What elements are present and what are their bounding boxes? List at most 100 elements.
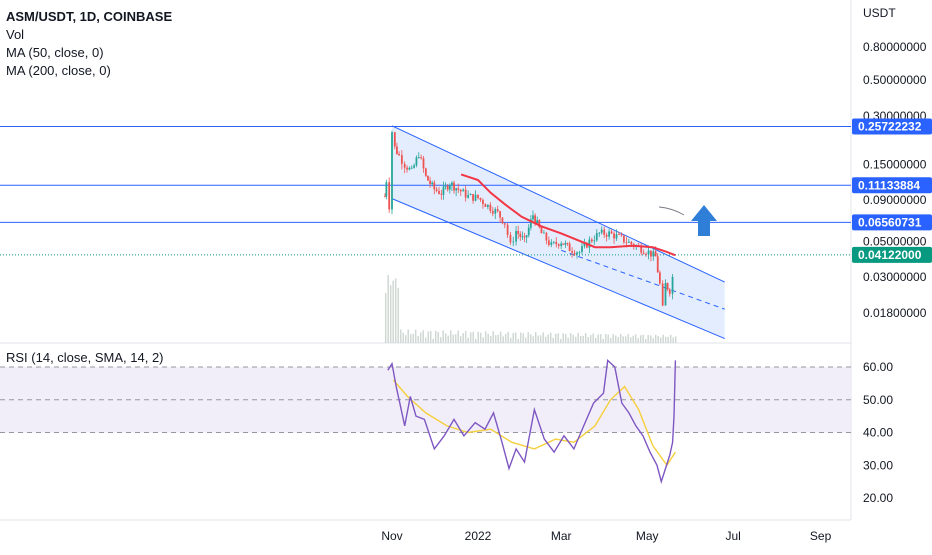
volume-bar (619, 333, 622, 343)
volume-bar (609, 337, 612, 343)
volume-bar (604, 334, 607, 343)
volume-bar (467, 337, 469, 343)
volume-bar (572, 334, 574, 343)
volume-bar (594, 338, 597, 343)
candle-body (555, 241, 558, 245)
volume-bar (442, 330, 444, 343)
volume-bar (394, 278, 397, 343)
volume-bar (472, 331, 474, 343)
candle-body (499, 211, 501, 218)
volume-bar (494, 335, 497, 343)
candle-body (406, 167, 408, 170)
volume-bar (622, 336, 624, 343)
price-badge-1: 0.25722232 (852, 118, 932, 135)
volume-bar (669, 334, 672, 343)
price-badge-2: 0.11133884 (852, 177, 932, 194)
candle-body (666, 283, 669, 290)
rsi-line (387, 358, 677, 485)
candle-body (615, 234, 618, 239)
time-tick-label: Sep (810, 529, 832, 543)
candle-body (557, 244, 560, 247)
volume-bar (564, 334, 567, 343)
volume-bar (667, 336, 669, 343)
volume-bar (499, 331, 502, 343)
candle-body (506, 224, 509, 235)
volume-bar (602, 338, 604, 343)
candle-body (474, 194, 477, 201)
candle-body (576, 252, 578, 255)
volume-bar (629, 337, 632, 343)
candle-body (472, 194, 474, 201)
candle-body (647, 250, 650, 255)
volume-bar (419, 332, 422, 343)
volume-bar (542, 332, 544, 343)
volume-bar (657, 336, 659, 343)
legend-ma200: MA (200, close, 0) (6, 63, 111, 78)
volume-bar (569, 333, 572, 343)
volume-bar (404, 335, 407, 343)
candle-body (630, 241, 633, 245)
candle-body (640, 245, 643, 253)
volume-bar (482, 337, 484, 343)
candle-body (568, 243, 571, 252)
candle-body (527, 227, 530, 236)
candle-body (462, 189, 465, 192)
volume-bar (447, 335, 449, 343)
volume-bar (439, 337, 442, 343)
candle-body (534, 215, 536, 224)
volume-bar (597, 334, 599, 343)
candle-body (552, 241, 555, 243)
candle-body (431, 182, 434, 184)
candle-body (489, 204, 492, 211)
candle-body (562, 243, 565, 245)
candle-body (560, 243, 563, 247)
time-tick-label: May (636, 529, 659, 543)
volume-bar (414, 329, 417, 343)
volume-bar (627, 334, 629, 343)
candle-body (435, 189, 438, 191)
price-tick-label: 0.03000000 (863, 270, 927, 284)
candle-body (396, 146, 398, 154)
candle-body (410, 167, 413, 169)
candle-body (482, 199, 484, 205)
rsi-tick-label: 30.00 (863, 458, 893, 472)
volume-bar (642, 334, 644, 343)
price-badge-4: 0.04122000 (852, 246, 932, 263)
volume-bar (507, 331, 509, 343)
candles (384, 130, 674, 307)
volume-bar (417, 335, 419, 343)
price-badge-3: 0.06560731 (852, 214, 932, 231)
volume-bar (509, 337, 512, 343)
candle-body (521, 236, 524, 238)
candle-body (446, 185, 449, 190)
volume-bar (647, 334, 649, 343)
volume-bar (637, 338, 639, 343)
candle-body (564, 243, 567, 245)
volume-bar (654, 334, 657, 343)
price-badge-label: 0.25722232 (858, 120, 922, 134)
volume-bar (389, 285, 392, 343)
candle-body (547, 240, 550, 245)
candle-body (608, 231, 611, 237)
price-tick-label: 0.80000000 (863, 40, 927, 54)
candle-body (415, 157, 418, 166)
price-tick-label: 0.09000000 (863, 193, 927, 207)
candle-body (408, 167, 411, 170)
volume-bar (434, 330, 437, 343)
candle-body (538, 220, 541, 228)
candle-body (453, 182, 455, 191)
volume-bar (579, 335, 582, 343)
candle-body (642, 252, 645, 254)
candle-body (448, 185, 451, 190)
volume-bar (614, 335, 617, 343)
price-tick-label: 0.15000000 (863, 157, 927, 171)
candle-body (403, 163, 406, 168)
volume-bar (437, 332, 439, 343)
volume-bar (454, 334, 457, 343)
candle-body (654, 251, 657, 257)
volume-bar (422, 330, 424, 343)
volume-bar (544, 336, 547, 343)
candle-body (536, 220, 539, 224)
